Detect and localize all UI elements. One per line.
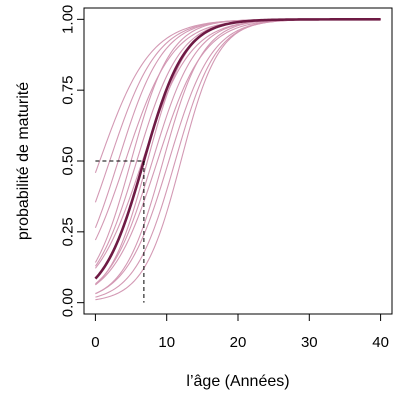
plot-frame	[83, 7, 393, 315]
sample-curve-5	[94, 18, 381, 263]
y-axis: 0.00 0.25 0.50 0.75 1.00	[60, 5, 85, 317]
sample-curve-8	[95, 18, 381, 286]
sample-curve-10	[95, 18, 381, 286]
x-tick-label: 20	[230, 334, 247, 351]
sample-curve-7	[94, 18, 381, 269]
sample-curve-1	[94, 18, 381, 174]
x-axis: 0 10 20 30 40	[91, 313, 389, 351]
main-curve	[94, 18, 381, 280]
x-tick-label: 0	[91, 334, 99, 351]
reference-lines	[95, 160, 145, 303]
sample-curve-13	[95, 18, 381, 298]
y-tick-label: 1.00	[60, 5, 77, 34]
y-tick-label: 0.75	[60, 76, 77, 105]
y-axis-label: probabilité de maturité	[15, 82, 32, 240]
x-tick-label: 10	[158, 334, 175, 351]
x-tick-label: 40	[372, 334, 389, 351]
x-axis-label: l’âge (Années)	[186, 373, 289, 390]
sample-curve-14	[95, 18, 381, 301]
x-tick-label: 30	[301, 334, 318, 351]
sample-curves	[94, 18, 381, 301]
y-tick-label: 0.25	[60, 217, 77, 246]
y-tick-label: 0.00	[60, 288, 77, 317]
sample-curve-6	[94, 18, 381, 267]
y-tick-label: 0.50	[60, 146, 77, 175]
main-curve-group	[94, 18, 381, 280]
sample-curve-9	[95, 18, 381, 285]
